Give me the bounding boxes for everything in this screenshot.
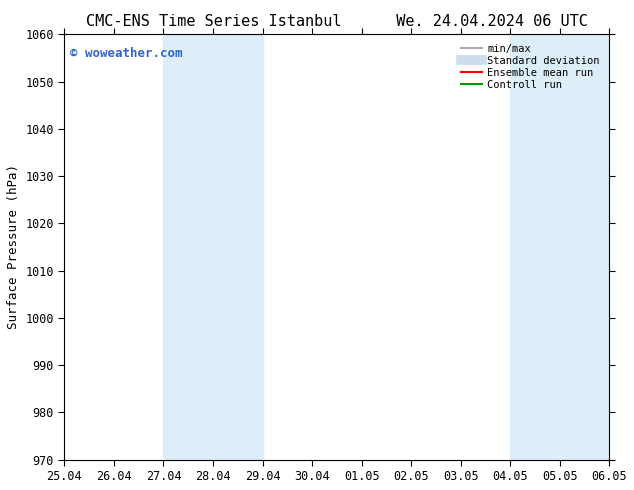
Legend: min/max, Standard deviation, Ensemble mean run, Controll run: min/max, Standard deviation, Ensemble me… [457, 40, 604, 94]
Title: CMC-ENS Time Series Istanbul      We. 24.04.2024 06 UTC: CMC-ENS Time Series Istanbul We. 24.04.2… [86, 14, 588, 29]
Bar [164, 34, 262, 460]
Bar [510, 34, 609, 460]
Y-axis label: Surface Pressure (hPa): Surface Pressure (hPa) [7, 165, 20, 329]
Text: © woweather.com: © woweather.com [70, 47, 183, 60]
